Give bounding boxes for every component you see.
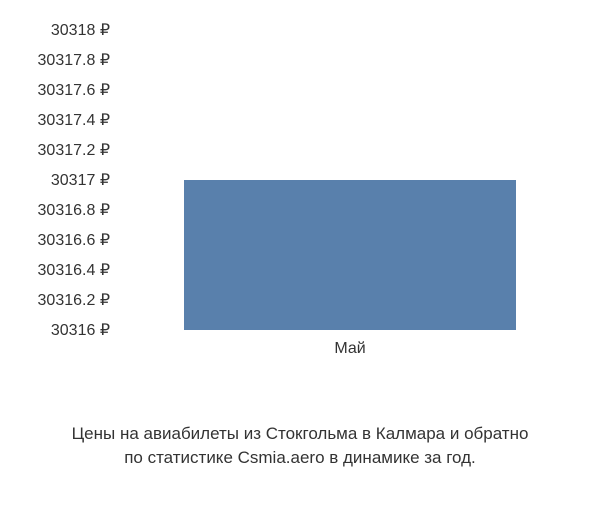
price-bar (184, 180, 515, 330)
caption-line-2: по статистике Csmia.aero в динамике за г… (124, 448, 476, 467)
chart-container: 30318 ₽ 30317.8 ₽ 30317.6 ₽ 30317.4 ₽ 30… (0, 30, 580, 360)
y-tick: 30317.2 ₽ (38, 140, 110, 160)
y-tick: 30317.8 ₽ (38, 50, 110, 70)
y-tick: 30317.4 ₽ (38, 110, 110, 130)
chart-caption: Цены на авиабилеты из Стокгольма в Калма… (0, 422, 600, 470)
caption-line-1: Цены на авиабилеты из Стокгольма в Калма… (72, 424, 529, 443)
y-tick: 30316.2 ₽ (38, 290, 110, 310)
y-tick: 30317 ₽ (51, 170, 110, 190)
y-tick: 30316.8 ₽ (38, 200, 110, 220)
y-tick: 30317.6 ₽ (38, 80, 110, 100)
x-axis-label: Май (184, 340, 515, 358)
plot-area: Май (120, 30, 580, 330)
y-axis: 30318 ₽ 30317.8 ₽ 30317.6 ₽ 30317.4 ₽ 30… (0, 30, 120, 330)
y-tick: 30316.6 ₽ (38, 230, 110, 250)
y-tick: 30316 ₽ (51, 320, 110, 340)
y-tick: 30318 ₽ (51, 20, 110, 40)
y-tick: 30316.4 ₽ (38, 260, 110, 280)
